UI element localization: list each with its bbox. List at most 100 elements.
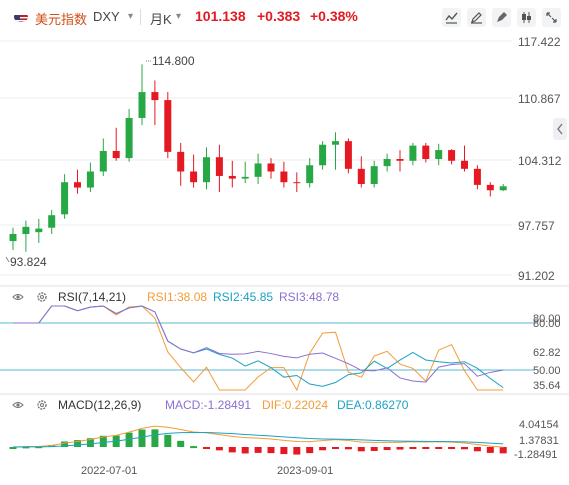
side-panel-toggle[interactable] (553, 118, 567, 140)
candle-body (409, 145, 417, 161)
x-axis-label: 2023-09-01 (277, 465, 333, 477)
line-chart-icon (445, 12, 458, 24)
edit-button[interactable] (467, 8, 486, 27)
quote-header: 美元指数 DXY ▾ 月K ▾ 101.138 +0.383 +0.38% (0, 0, 569, 34)
rsi1-value: RSI1:38.08 (147, 290, 208, 304)
macd-bar (203, 447, 210, 449)
symbol-code[interactable]: DXY (93, 9, 120, 24)
candle-body (125, 117, 133, 159)
macd-bar (409, 447, 417, 449)
macd-bar (241, 447, 249, 454)
candle-body (22, 226, 30, 234)
macd-bar (138, 429, 146, 447)
macd-bar (9, 447, 17, 449)
macd-bar (164, 434, 172, 447)
macd-bar (448, 447, 456, 449)
rsi-axis-label: 80.00 (533, 313, 561, 325)
macd-bar (86, 438, 94, 447)
macd-title: MACD(12,26,9) (58, 398, 142, 412)
candle-body (319, 144, 327, 166)
candlestick-series (9, 64, 507, 252)
candle-body (177, 151, 185, 172)
main-gridlines (0, 40, 512, 276)
macd-bar (422, 447, 430, 449)
macd-bar (190, 446, 198, 449)
hide-eye-icon[interactable] (12, 291, 24, 303)
candle-body (435, 150, 443, 159)
high-annotation: 114.800 (152, 54, 195, 68)
pen-icon (497, 12, 507, 22)
macd-bar (177, 440, 185, 447)
settings-gear-icon[interactable] (36, 399, 48, 411)
candle-body (190, 171, 198, 183)
macd-bar (332, 447, 339, 449)
macd-bar (319, 447, 327, 451)
macd-bar (228, 447, 236, 453)
macd-bar (215, 447, 223, 451)
candle-body (48, 215, 56, 228)
macd-bar (125, 432, 133, 447)
macd-bar (473, 447, 481, 452)
macd-bar (435, 447, 443, 449)
candle-body (370, 166, 378, 184)
y-axis-label: 104.312 (518, 154, 562, 168)
candle-body (99, 150, 107, 172)
macd-axis-label: 1.37831 (519, 435, 559, 447)
price-change-percent: +0.38% (310, 8, 358, 24)
candle-body (215, 157, 223, 176)
draw-button[interactable] (492, 8, 511, 27)
macd-value: MACD:-1.28491 (165, 398, 252, 412)
us-flag-icon (14, 12, 28, 22)
candle-style-icon (522, 12, 531, 23)
last-price: 101.138 (195, 8, 246, 24)
candle-body (61, 182, 69, 215)
macd-bar (499, 447, 507, 454)
chevron-down-icon[interactable]: ▾ (128, 11, 134, 22)
rsi-title: RSI(7,14,21) (58, 290, 127, 304)
candle-body (112, 150, 120, 159)
chevron-left-icon (557, 123, 563, 135)
y-axis-label: 91.202 (518, 269, 555, 283)
macd-bar (396, 447, 404, 450)
candle-body (203, 157, 210, 183)
line-chart-button[interactable] (442, 8, 461, 27)
macd-bar (280, 447, 288, 455)
dif-line (12, 425, 504, 448)
hide-eye-icon[interactable] (12, 399, 24, 411)
candle-body (241, 176, 249, 179)
settings-gear-icon[interactable] (36, 291, 48, 303)
rsi-axis-label: 50.00 (533, 365, 561, 377)
candle-body (280, 171, 288, 183)
y-axis-label: 97.757 (518, 219, 555, 233)
macd-bar (61, 441, 69, 447)
rsi2-value: RSI2:45.85 (213, 290, 274, 304)
candle-body (293, 182, 301, 184)
candle-body (35, 228, 43, 233)
symbol-name[interactable]: 美元指数 (35, 12, 88, 27)
candle-body (86, 171, 94, 188)
candle-body (461, 160, 468, 169)
x-axis-label: 2022-07-01 (81, 465, 137, 477)
edit-icon (471, 12, 482, 24)
candle-body (228, 175, 236, 179)
candle-body (473, 168, 481, 185)
macd-axis-label: -1.28491 (514, 449, 557, 461)
candle-body (254, 163, 262, 177)
macd-axis-label: 4.04154 (519, 419, 559, 431)
macd-bar (254, 447, 262, 453)
fullscreen-button[interactable] (542, 8, 561, 27)
candle-body (383, 158, 391, 167)
macd-bar (383, 447, 391, 451)
macd-bar (357, 447, 365, 452)
low-annotation: 93.824 (10, 255, 47, 269)
candle-style-button[interactable] (517, 8, 536, 27)
period-chevron-down-icon[interactable]: ▾ (176, 11, 182, 22)
candle-body (164, 100, 172, 152)
y-axis-label: 117.422 (518, 35, 561, 49)
period-selector[interactable]: 月K (150, 12, 172, 27)
candle-body (344, 141, 352, 169)
candle-body (396, 158, 404, 161)
macd-bar (293, 447, 301, 455)
macd-bar (486, 447, 494, 453)
